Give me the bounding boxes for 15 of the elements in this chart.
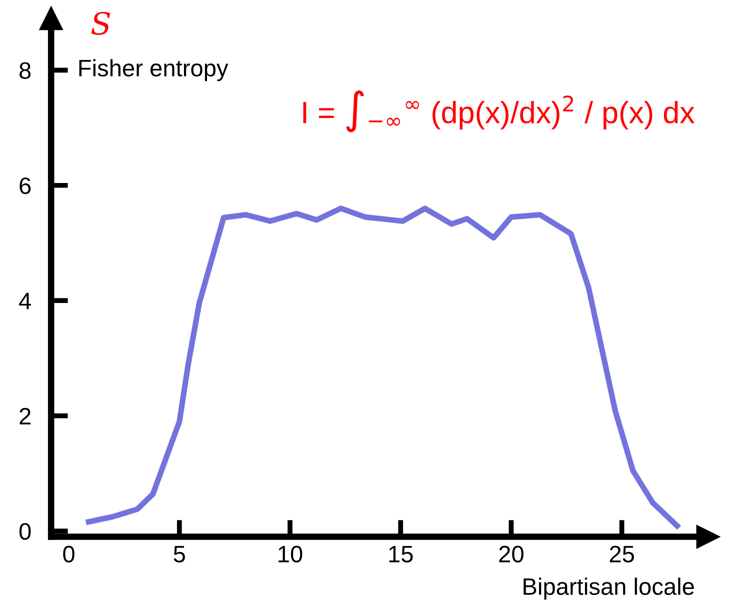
y-tick-label: 2 [20,408,30,424]
y-tick-label: 6 [20,177,31,194]
y-axis-title: S [91,12,110,35]
x-tick-label: 5 [174,546,185,562]
x-axis-title: Bipartisan locale [524,578,694,600]
x-tick-label: 15 [389,546,413,562]
x-tick-label: 0 [63,546,74,562]
y-tick-label: 0 [19,523,31,540]
y-tick-label: 8 [20,62,31,79]
x-tick-label: 20 [499,546,524,562]
y-tick-label: 4 [19,292,31,310]
annotation: I = ∫$_{−∞}$$^{∞}$ (dp(x)/dx)$^{2}$ / p(x) dx [303,90,695,132]
annotation: Fisher entropy [79,59,228,82]
x-tick-label: 10 [278,546,302,562]
x-tick-label: 25 [610,546,634,562]
